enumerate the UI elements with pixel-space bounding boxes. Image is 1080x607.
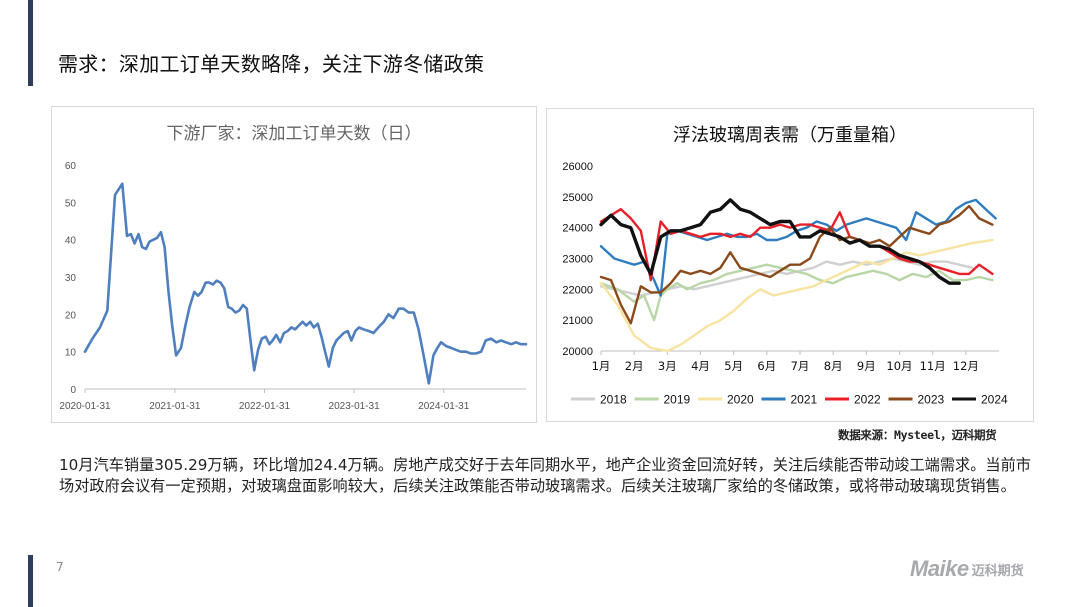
legend-label-2024: 2024 — [981, 393, 1008, 407]
month-tick-label: 1月 — [592, 359, 611, 373]
series-line-2023 — [599, 204, 994, 325]
month-tick-label: 7月 — [791, 359, 810, 373]
x-tick-label: 2022-01-31 — [239, 401, 291, 412]
order-days-chart-panel: 下游厂家：深加工订单天数（日） 0 10 20 30 40 50 60 2020-01-31 20… — [51, 106, 537, 423]
y-tick-label: 25000 — [562, 192, 593, 204]
month-tick-label: 5月 — [724, 359, 743, 373]
glass-demand-chart: 浮法玻璃周表需（万重量箱） 20000 21000 22000 23000 24000 25… — [562, 125, 1008, 407]
y-tick-label: 23000 — [562, 254, 593, 266]
month-tick-label: 12月 — [953, 359, 979, 373]
series-line-2018 — [599, 257, 974, 297]
legend-label-2018: 2018 — [600, 393, 627, 407]
y-tick-label: 21000 — [562, 315, 593, 327]
y-tick-label: 24000 — [562, 223, 593, 235]
series-line-2024 — [599, 198, 961, 285]
y-tick-label: 22000 — [562, 284, 593, 296]
month-tick-label: 11月 — [920, 359, 946, 373]
legend-label-2019: 2019 — [664, 393, 691, 407]
commentary-text: 10月汽车销量305.29万辆，环比增加24.4万辆。房地产成交好于去年同期水平… — [59, 456, 1031, 495]
x-tick-label: 2020-01-31 — [59, 401, 111, 412]
legend-label-2023: 2023 — [918, 393, 945, 407]
series-line-2020 — [599, 238, 994, 353]
month-tick-label: 9月 — [857, 359, 876, 373]
page-number: 7 — [56, 560, 64, 574]
y-tick-label: 50 — [65, 198, 77, 209]
company-logo: Maike 迈科期货 — [910, 556, 1024, 582]
y-tick-label: 10 — [65, 348, 77, 359]
y-tick-label: 26000 — [562, 161, 593, 173]
order-days-series-line — [83, 182, 528, 385]
legend-label-2020: 2020 — [727, 393, 754, 407]
month-tick-label: 2月 — [625, 359, 644, 373]
y-tick-label: 60 — [65, 161, 77, 172]
legend-label-2022: 2022 — [854, 393, 881, 407]
month-tick-label: 10月 — [886, 359, 912, 373]
chart-title: 下游厂家：深加工订单天数（日） — [167, 124, 422, 144]
logo-text: 迈科期货 — [971, 563, 1024, 579]
series-line-2021 — [599, 198, 997, 297]
y-tick-label: 20000 — [562, 346, 593, 358]
y-tick-label: 20 — [65, 310, 77, 321]
bottom-accent-bar — [28, 555, 33, 607]
x-tick-label: 2021-01-31 — [149, 401, 201, 412]
legend-label-2021: 2021 — [791, 393, 818, 407]
x-tick-label: 2023-01-31 — [329, 401, 381, 412]
y-tick-label: 0 — [70, 385, 76, 396]
top-accent-bar — [28, 0, 33, 86]
y-tick-label: 30 — [65, 273, 77, 284]
glass-demand-chart-panel: 浮法玻璃周表需（万重量箱） 20000 21000 22000 23000 24000 25… — [546, 108, 1034, 422]
month-tick-label: 8月 — [824, 359, 843, 373]
order-days-chart: 下游厂家：深加工订单天数（日） 0 10 20 30 40 50 60 2020-01-31 20… — [59, 124, 528, 412]
page-title: 需求：深加工订单天数略降，关注下游冬储政策 — [58, 52, 485, 76]
y-tick-label: 40 — [65, 236, 77, 247]
month-tick-label: 6月 — [757, 359, 776, 373]
logo-mark: Maike — [910, 556, 969, 581]
month-tick-label: 3月 — [658, 359, 677, 373]
x-tick-label: 2024-01-31 — [418, 401, 470, 412]
month-tick-label: 4月 — [691, 359, 710, 373]
chart-title: 浮法玻璃周表需（万重量箱） — [673, 125, 907, 146]
data-source-note: 数据来源：Mysteel，迈科期货 — [838, 428, 997, 442]
